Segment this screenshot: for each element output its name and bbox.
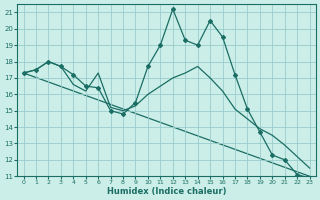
X-axis label: Humidex (Indice chaleur): Humidex (Indice chaleur) [107, 187, 226, 196]
